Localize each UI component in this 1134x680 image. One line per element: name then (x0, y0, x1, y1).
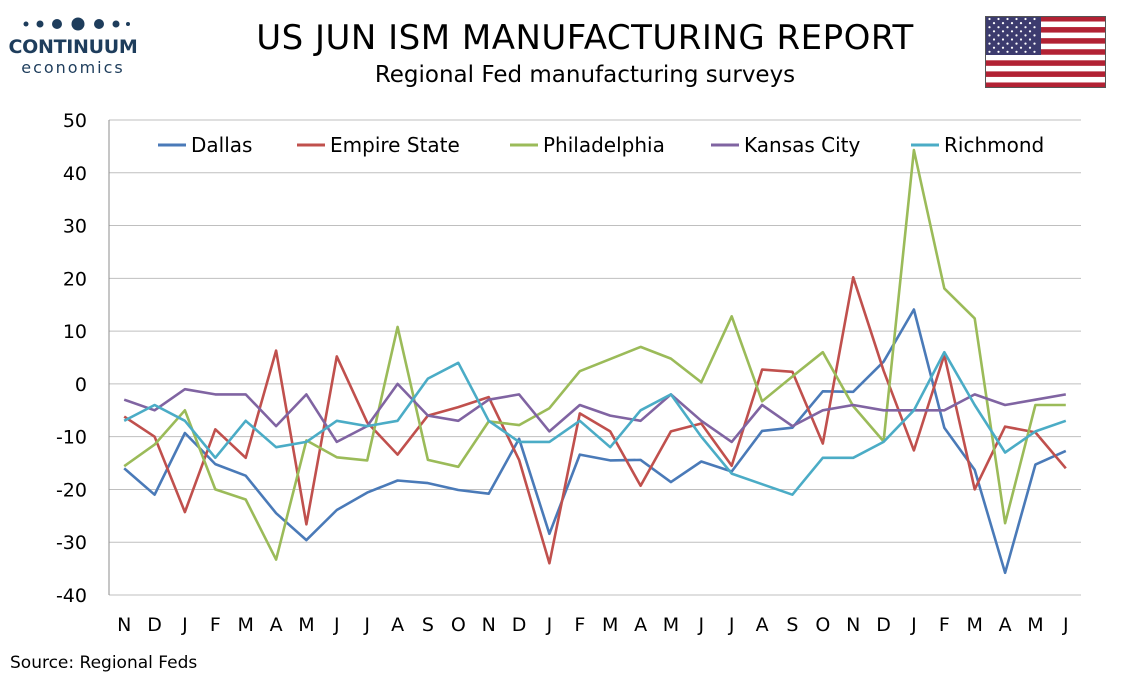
x-tick-label: A (999, 614, 1012, 636)
legend-item: Richmond (911, 133, 1044, 157)
y-tick-label: -20 (56, 479, 87, 501)
y-tick-label: 0 (75, 374, 87, 396)
brand-sub: economics (21, 58, 125, 77)
x-tick-label: S (786, 614, 798, 636)
chart-series (123, 148, 1067, 575)
x-tick-label: A (756, 614, 769, 636)
x-tick-label: D (512, 614, 527, 636)
x-tick-label: D (876, 614, 891, 636)
x-tick-label: D (147, 614, 162, 636)
page-subtitle: Regional Fed manufacturing surveys (374, 62, 796, 88)
y-tick-label: 50 (63, 110, 87, 132)
y-tick-label: 10 (63, 321, 87, 343)
x-tick-label: J (181, 614, 188, 636)
x-tick-label: N (482, 614, 496, 636)
y-tick-label: -10 (56, 427, 87, 449)
x-tick-label: F (574, 614, 585, 636)
x-tick-label: M (663, 614, 679, 636)
series-line-kansas-city (123, 382, 1067, 444)
us-flag-icon (985, 16, 1106, 88)
x-tick-label: M (1027, 614, 1043, 636)
legend-label: Kansas City (744, 133, 861, 157)
y-tick-label: -30 (56, 532, 87, 554)
x-tick-label: J (363, 614, 370, 636)
x-tick-label: J (333, 614, 340, 636)
legend-item: Philadelphia (510, 133, 665, 157)
y-tick-label: 40 (63, 163, 87, 185)
x-tick-label: M (602, 614, 618, 636)
legend-label: Dallas (191, 133, 252, 157)
x-tick-label: J (698, 614, 705, 636)
series-line-empire-state (123, 276, 1067, 565)
chart-legend: Dallas Empire State Philadelphia Kansas Cit… (158, 133, 1044, 157)
x-tick-label: N (117, 614, 131, 636)
x-tick-label: J (1062, 614, 1069, 636)
x-tick-label: M (966, 614, 982, 636)
y-axis-ticks: 50 40 30 20 10 0 -10 -20 -30 -40 (56, 110, 87, 607)
x-tick-label: F (939, 614, 950, 636)
series-line-philadelphia (123, 148, 1066, 561)
series-line-richmond (123, 350, 1067, 497)
x-tick-label: A (634, 614, 647, 636)
y-tick-label: -40 (56, 585, 87, 607)
legend-item: Kansas City (711, 133, 861, 157)
x-tick-label: A (270, 614, 283, 636)
y-tick-label: 30 (63, 216, 87, 238)
x-tick-label: J (910, 614, 917, 636)
series-line-dallas (123, 308, 1067, 575)
x-tick-label: N (846, 614, 860, 636)
chart-grid (108, 119, 1081, 596)
x-tick-label: J (728, 614, 735, 636)
x-tick-label: M (237, 614, 253, 636)
page-title: US JUN ISM MANUFACTURING REPORT (256, 18, 914, 58)
y-tick-label: 20 (63, 268, 87, 290)
x-tick-label: M (298, 614, 314, 636)
legend-item: Dallas (158, 133, 252, 157)
source-note: Source: Regional Feds (10, 653, 198, 673)
legend-label: Empire State (330, 133, 460, 157)
legend-item: Empire State (297, 133, 460, 157)
brand-logo: CONTINUUM economics (8, 10, 138, 80)
legend-label: Richmond (944, 133, 1044, 157)
brand-name: CONTINUUM (8, 36, 138, 58)
x-tick-label: J (546, 614, 553, 636)
x-tick-label: F (210, 614, 221, 636)
x-tick-label: S (422, 614, 434, 636)
x-tick-label: A (391, 614, 404, 636)
logo-dots-icon (23, 17, 130, 31)
x-tick-label: O (815, 614, 830, 636)
legend-label: Philadelphia (543, 133, 665, 157)
x-tick-label: O (451, 614, 466, 636)
